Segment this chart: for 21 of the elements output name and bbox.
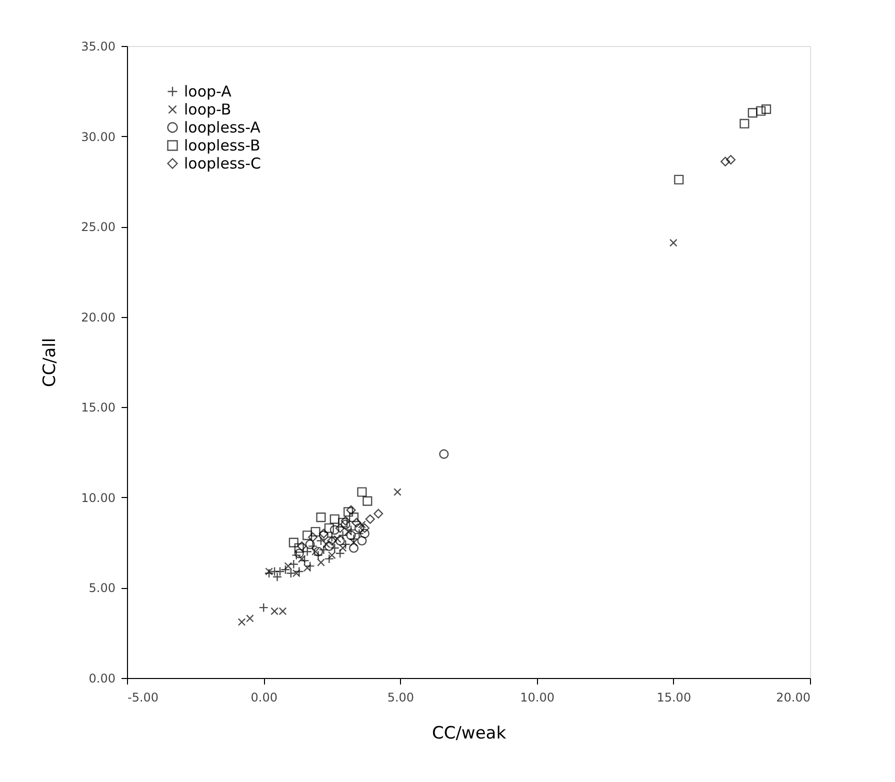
x-tick-label: 15.00 <box>656 690 692 704</box>
y-tick-label: 25.00 <box>81 220 116 234</box>
y-tick-label: 0.00 <box>88 672 116 686</box>
legend-label: loop-A <box>184 82 232 100</box>
x-tick-label: 10.00 <box>520 690 554 704</box>
y-axis-title: CC/all <box>40 338 60 388</box>
y-tick-label: 5.00 <box>88 581 116 596</box>
legend-label: loop-B <box>184 100 232 118</box>
y-tick-label: 30.00 <box>81 130 116 144</box>
x-tick-label: 0.00 <box>250 690 278 704</box>
y-tick-label: 20.00 <box>81 310 116 324</box>
x-tick-label: -5.00 <box>128 690 159 704</box>
y-tick-label: 15.00 <box>81 400 116 415</box>
legend-label: loopless-B <box>184 136 260 154</box>
y-tick-label: 10.00 <box>81 490 116 505</box>
x-tick-label: 20.00 <box>776 690 810 704</box>
x-axis-title: CC/weak <box>432 724 506 744</box>
y-tick-label: 35.00 <box>81 40 116 54</box>
legend-label: loopless-A <box>184 118 262 136</box>
x-tick-label: 5.00 <box>387 690 414 704</box>
legend-label: loopless-C <box>184 154 261 172</box>
